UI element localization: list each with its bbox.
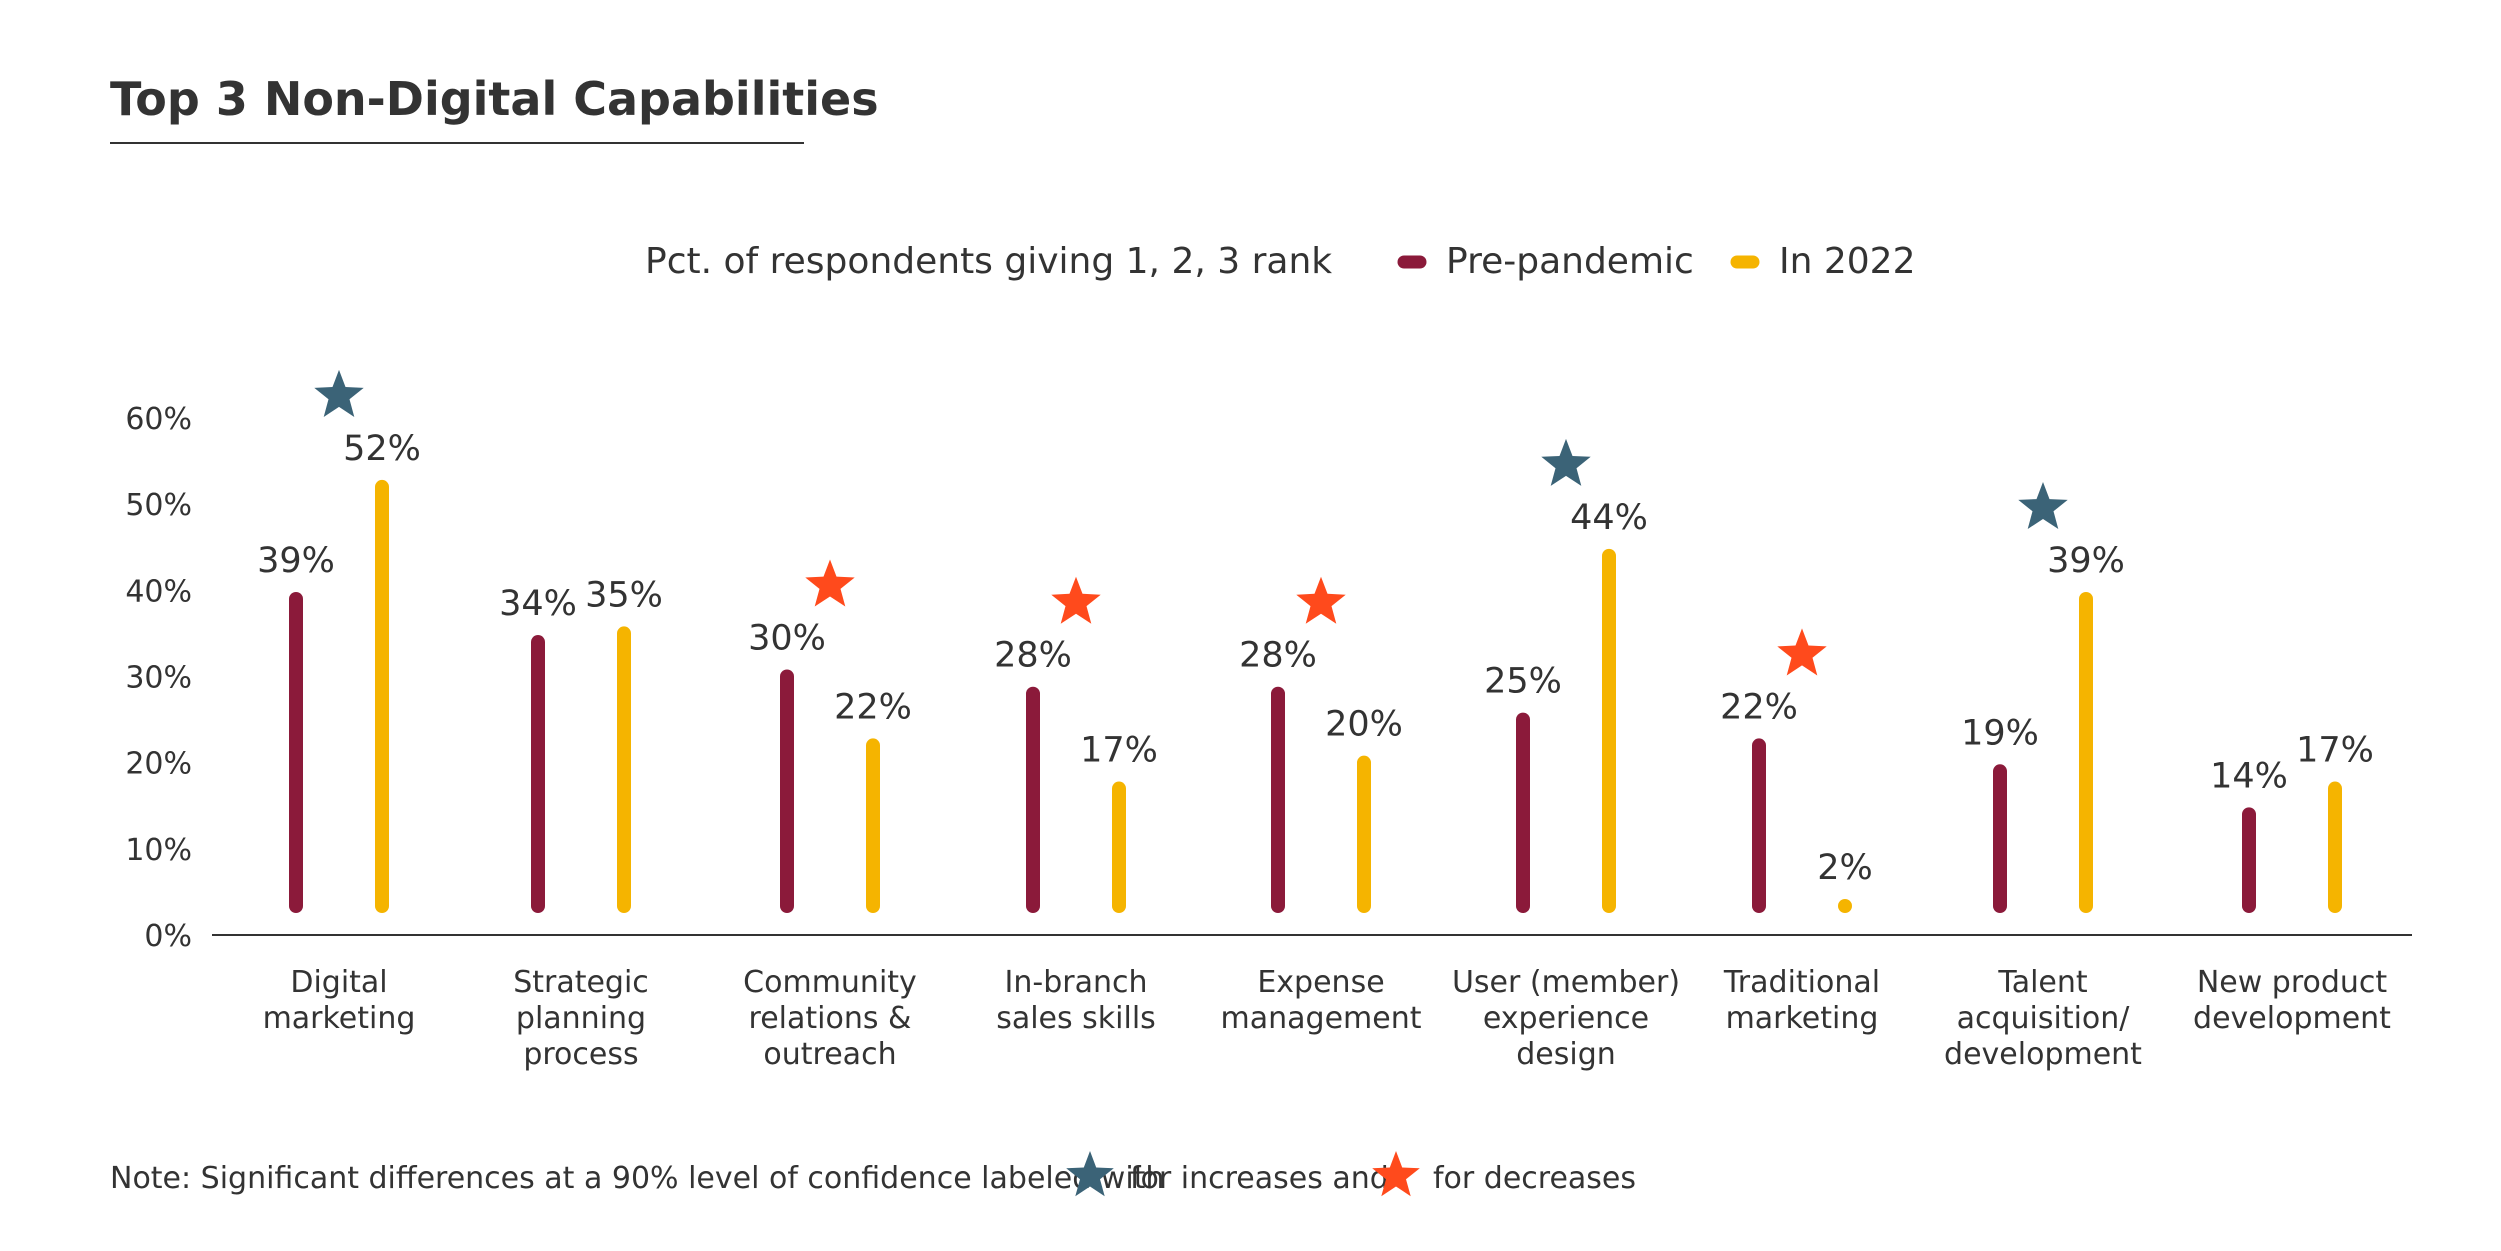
data-label-in-2022: 17% [1080,731,1158,771]
data-label-in-2022: 17% [2296,731,2374,771]
data-label-pre-pandemic: 19% [1961,713,2039,753]
legend-label-pre-pandemic: Pre-pandemic [1446,241,1694,282]
note-decrease-star-icon [1372,1151,1420,1197]
decrease-star-icon [1372,1151,1420,1197]
y-tick-label: 0% [144,919,192,954]
x-axis: Digital marketing Strategic planning process… [263,965,2392,1072]
note-increase-star-icon [1066,1151,1114,1197]
data-label-in-2022: 39% [2047,541,2125,581]
data-label-pre-pandemic: 34% [499,584,577,624]
x-category-label: Traditional marketing [1723,965,1880,1036]
data-label-in-2022: 2% [1817,848,1873,888]
data-label-pre-pandemic: 14% [2210,756,2288,796]
decrease-star-icon [1296,576,1346,624]
legend: Pre-pandemic In 2022 [1397,241,1916,282]
data-label-in-2022: 44% [1570,498,1648,538]
y-tick-label: 10% [125,833,192,868]
y-tick-label: 40% [125,574,192,609]
data-label-in-2022: 35% [585,575,663,615]
x-category-label: Digital marketing [263,965,416,1036]
note-text-suffix: for decreases [1433,1161,1636,1196]
footnote: Note: Significant differences at a 90% l… [110,1151,1636,1197]
x-category-label: Strategic planning process [513,965,649,1072]
increase-star-icon [1066,1151,1114,1197]
data-label-pre-pandemic: 22% [1720,687,1798,727]
x-category-label: Talent acquisition/development [1944,965,2142,1072]
data-label-pre-pandemic: 30% [748,619,826,659]
legend-label-in-2022: In 2022 [1779,241,1916,282]
x-category-label: Expense management [1221,965,1422,1036]
chart-title: Top 3 Non-Digital Capabilities [110,72,879,126]
decrease-star-icon [1051,576,1101,624]
x-category-label: Community relations & outreach [743,965,917,1072]
y-axis: 0% 10% 20% 30% 40% 50% 60% [125,402,192,954]
data-label-in-2022: 52% [343,429,421,469]
decrease-star-icon [1777,628,1827,676]
y-tick-label: 60% [125,402,192,437]
y-tick-label: 50% [125,488,192,523]
y-tick-label: 30% [125,661,192,696]
data-label-pre-pandemic: 39% [257,541,335,581]
increase-star-icon [314,369,364,417]
increase-star-icon [2018,482,2068,529]
x-category-label: New product development [2193,965,2391,1036]
data-label-pre-pandemic: 28% [994,636,1072,676]
increase-star-icon [1541,438,1591,486]
data-label-pre-pandemic: 25% [1484,662,1562,702]
data-label-in-2022: 22% [834,687,912,727]
bar-labels: 39%52%34% 35%30%22%28%17%28%20%25%44%22%2… [257,429,2374,888]
chart-subtitle: Pct. of respondents giving 1, 2, 3 rank [645,241,1332,282]
note-text-middle: for increases and [1130,1161,1389,1196]
bars [289,479,2342,913]
x-category-label: User (member) experience design [1452,965,1680,1072]
x-category-label: In-branch sales skills [996,965,1156,1036]
data-label-in-2022: 20% [1325,705,1403,745]
y-tick-label: 20% [125,747,192,782]
significance-stars [314,369,2068,676]
data-label-pre-pandemic: 28% [1239,636,1317,676]
note-text-prefix: Note: Significant differences at a 90% l… [110,1161,1164,1196]
decrease-star-icon [805,559,855,607]
